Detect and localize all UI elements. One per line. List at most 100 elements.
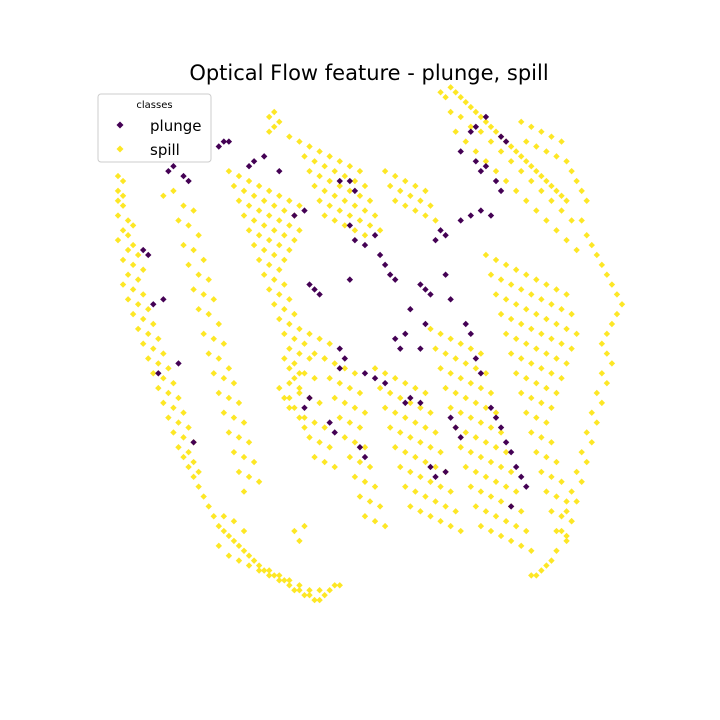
point-spill-406 <box>538 330 545 338</box>
point-spill-619 <box>286 394 293 402</box>
point-spill-392 <box>568 310 575 318</box>
point-spill-385 <box>497 276 505 283</box>
point-spill-178 <box>245 227 253 234</box>
point-plunge-89 <box>175 360 182 367</box>
point-spill-465 <box>447 370 454 377</box>
point-spill-54 <box>185 448 192 456</box>
point-spill-357 <box>583 429 590 436</box>
point-spill-117 <box>195 271 202 278</box>
point-spill-320 <box>563 236 570 244</box>
point-spill-415 <box>553 355 560 362</box>
point-spill-17 <box>140 266 147 273</box>
point-spill-166 <box>245 202 253 209</box>
point-spill-187 <box>255 256 263 264</box>
point-spill-223 <box>311 158 318 165</box>
point-spill-472 <box>462 394 469 402</box>
point-spill-249 <box>376 227 384 234</box>
point-spill-57 <box>185 463 192 471</box>
point-spill-462 <box>472 365 480 372</box>
point-spill-246 <box>346 212 354 219</box>
point-spill-561 <box>417 508 424 515</box>
point-plunge-94 <box>140 246 147 254</box>
point-spill-292 <box>548 182 555 190</box>
point-spill-179 <box>255 232 263 239</box>
point-spill-499 <box>512 488 520 495</box>
point-spill-118 <box>205 276 212 283</box>
point-spill-4 <box>114 197 122 204</box>
point-spill-543 <box>402 448 409 456</box>
point-spill-315 <box>512 187 520 195</box>
point-plunge-33 <box>477 167 485 175</box>
point-spill-268 <box>422 212 429 219</box>
point-spill-452 <box>427 325 434 333</box>
point-spill-444 <box>543 488 550 495</box>
point-spill-620 <box>291 404 298 411</box>
point-spill-103 <box>291 527 298 535</box>
point-spill-432 <box>523 409 530 416</box>
point-spill-120 <box>200 291 207 298</box>
point-spill-169 <box>276 217 283 224</box>
point-spill-5 <box>119 202 127 209</box>
point-spill-419 <box>528 360 535 367</box>
point-spill-433 <box>533 414 540 421</box>
point-spill-443 <box>558 478 565 485</box>
point-spill-516 <box>518 542 525 550</box>
point-spill-175 <box>271 227 278 234</box>
point-spill-71 <box>250 557 258 564</box>
point-spill-607 <box>311 419 318 426</box>
point-spill-565 <box>457 527 464 535</box>
point-spill-523 <box>422 389 429 397</box>
series-plunge <box>140 113 530 510</box>
point-spill-123 <box>205 310 212 318</box>
point-spill-391 <box>558 306 565 313</box>
point-spill-489 <box>467 448 474 456</box>
point-spill-317 <box>533 207 540 214</box>
point-plunge-41 <box>497 133 505 140</box>
point-spill-608 <box>321 424 328 431</box>
point-spill-24 <box>134 301 142 308</box>
point-spill-161 <box>260 197 268 204</box>
point-spill-326 <box>558 138 565 145</box>
point-spill-174 <box>260 222 268 229</box>
point-spill-245 <box>336 207 343 214</box>
point-spill-460 <box>452 355 459 362</box>
point-spill-321 <box>573 246 580 254</box>
point-spill-157 <box>296 202 303 209</box>
point-plunge-60 <box>417 345 424 352</box>
point-plunge-15 <box>351 187 359 195</box>
point-spill-264 <box>427 202 434 209</box>
point-spill-8 <box>129 222 137 229</box>
point-plunge-58 <box>402 330 409 338</box>
point-spill-269 <box>432 217 439 224</box>
point-spill-324 <box>538 128 545 135</box>
point-spill-64 <box>215 522 222 530</box>
point-spill-576 <box>351 404 359 411</box>
point-plunge-51 <box>371 375 379 382</box>
point-plunge-63 <box>462 320 469 328</box>
point-spill-151 <box>235 172 243 180</box>
point-spill-514 <box>497 532 505 540</box>
point-plunge-4 <box>165 167 172 175</box>
point-spill-195 <box>286 296 293 303</box>
point-plunge-11 <box>291 212 298 219</box>
point-spill-145 <box>250 458 258 466</box>
point-spill-560 <box>407 503 414 510</box>
point-spill-263 <box>417 197 424 204</box>
point-spill-253 <box>351 227 359 234</box>
point-spill-239 <box>341 197 348 204</box>
point-spill-218 <box>326 153 333 160</box>
point-spill-119 <box>190 286 197 293</box>
point-spill-84 <box>316 596 323 604</box>
point-spill-306 <box>548 197 555 204</box>
point-spill-130 <box>225 365 233 372</box>
point-spill-466 <box>457 375 464 382</box>
point-spill-44 <box>160 399 167 407</box>
point-spill-48 <box>175 419 182 426</box>
point-plunge-29 <box>457 217 464 224</box>
point-spill-243 <box>316 197 323 204</box>
point-spill-193 <box>266 286 273 293</box>
point-spill-410 <box>502 330 510 338</box>
point-spill-497 <box>492 478 500 485</box>
point-spill-367 <box>558 527 565 535</box>
point-spill-111 <box>185 222 192 229</box>
